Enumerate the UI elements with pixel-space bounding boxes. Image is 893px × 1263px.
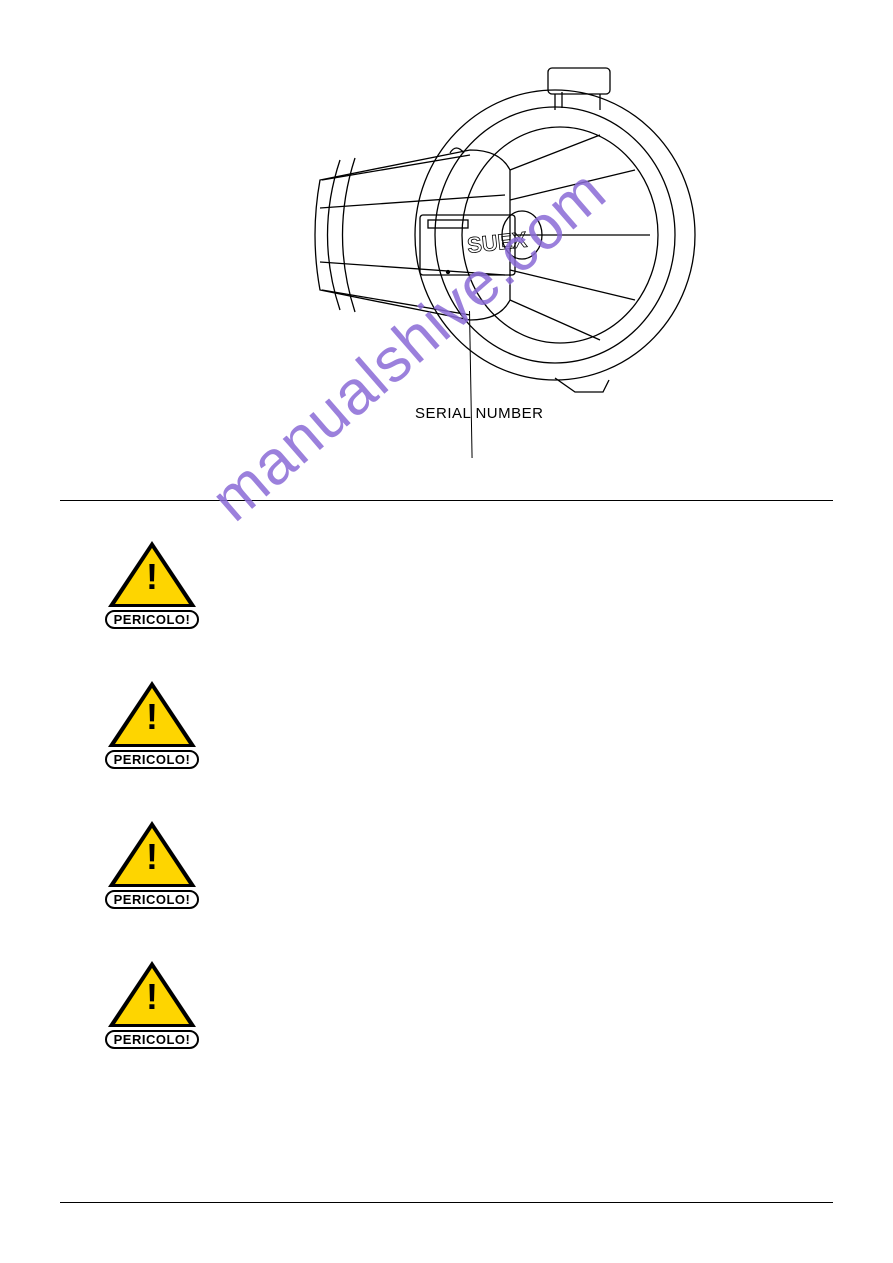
warning-label: PERICOLO! [105, 890, 200, 909]
warning-triangle-icon: ! [108, 821, 196, 887]
footer-divider [60, 1202, 833, 1203]
section-divider [60, 500, 833, 501]
warning-icon: ! PERICOLO! [100, 961, 204, 1049]
warning-icon: ! PERICOLO! [100, 541, 204, 629]
warning-icons-column: ! PERICOLO! ! PERICOLO! ! PERICOLO! ! [100, 541, 833, 1049]
warning-icon: ! PERICOLO! [100, 821, 204, 909]
warning-label: PERICOLO! [105, 750, 200, 769]
warning-label: PERICOLO! [105, 610, 200, 629]
warning-icon: ! PERICOLO! [100, 681, 204, 769]
device-brand-text: SUEX [466, 227, 529, 258]
page: SUEX SERIAL NUMBER manualshive.com ! PER… [0, 0, 893, 1263]
device-figure: SUEX [60, 50, 833, 430]
serial-number-label: SERIAL NUMBER [415, 405, 543, 422]
warning-triangle-icon: ! [108, 961, 196, 1027]
warning-label: PERICOLO! [105, 1030, 200, 1049]
device-drawing: SUEX [300, 50, 700, 410]
warning-triangle-icon: ! [108, 681, 196, 747]
warning-triangle-icon: ! [108, 541, 196, 607]
